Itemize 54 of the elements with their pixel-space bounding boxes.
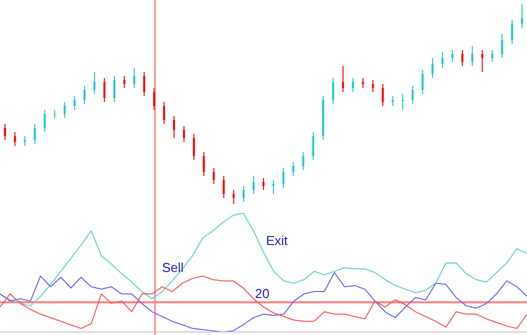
candlestick: [501, 34, 504, 58]
candlestick: [432, 58, 434, 78]
candlestick: [232, 190, 235, 204]
candlestick: [362, 78, 364, 88]
candlestick: [24, 136, 26, 146]
candlestick: [192, 134, 195, 160]
candlestick: [461, 50, 464, 66]
candlestick: [382, 84, 384, 106]
annotation: Exit: [266, 233, 288, 248]
candlestick: [262, 178, 265, 190]
candlestick: [64, 102, 66, 118]
candlestick: [272, 180, 274, 194]
candlestick: [84, 86, 86, 104]
candlestick: [182, 126, 185, 142]
candlestick: [422, 70, 424, 94]
candlestick: [44, 110, 46, 132]
candlestick: [74, 96, 76, 110]
candlestick: [471, 46, 474, 66]
candlestick: [103, 78, 106, 102]
candlestick: [412, 86, 414, 104]
candlestick: [113, 76, 116, 102]
candlestick: [292, 162, 294, 176]
annotation: 20: [255, 286, 270, 301]
candlestick: [372, 80, 374, 92]
candlestick: [282, 168, 284, 188]
candlestick: [392, 96, 394, 106]
candlestick: [93, 72, 96, 94]
candlestick: [451, 50, 454, 62]
candlestick: [153, 88, 156, 110]
candlestick: [133, 68, 136, 88]
candlestick: [521, 4, 524, 28]
candlestick: [252, 176, 255, 194]
candlestick: [491, 50, 494, 62]
candlestick: [212, 168, 215, 184]
candlestick: [242, 186, 245, 202]
annotation: Sell: [162, 260, 184, 275]
candlestick: [14, 132, 16, 146]
candlestick: [34, 124, 36, 144]
candlestick: [222, 176, 225, 198]
candlestick: [123, 76, 126, 88]
candlestick: [481, 50, 484, 72]
candlestick: [342, 66, 344, 92]
candlestick: [143, 72, 146, 96]
candlestick: [4, 124, 6, 140]
candlestick: [302, 152, 304, 170]
candlestick: [441, 52, 444, 68]
candlestick: [402, 94, 404, 110]
candlestick: [511, 20, 514, 44]
candlestick: [332, 78, 334, 104]
candlestick: [312, 132, 314, 160]
candlestick: [163, 102, 166, 124]
candlestick: [173, 116, 176, 138]
candlestick: [352, 78, 354, 92]
candlestick: [202, 152, 205, 176]
